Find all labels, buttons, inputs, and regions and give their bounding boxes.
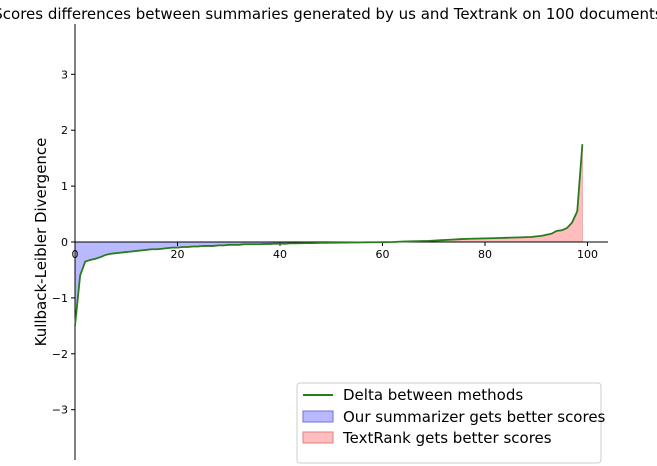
x-tick-label: 60 <box>376 248 390 261</box>
y-tick-label: 0 <box>61 236 68 249</box>
y-tick-label: 3 <box>61 68 68 81</box>
y-axis-label: Kullback-Leibler Divergence <box>32 138 50 347</box>
y-tick-label: −2 <box>52 348 68 361</box>
legend-label-textrank: TextRank gets better scores <box>342 429 552 447</box>
y-tick-label: −3 <box>52 404 68 417</box>
series-lines <box>74 144 584 326</box>
y-ticks: −3 −2 −1 0 1 2 3 <box>52 68 75 417</box>
delta-line <box>74 144 584 326</box>
x-tick-label: 20 <box>171 248 185 261</box>
x-tick-label: 40 <box>273 248 287 261</box>
chart-title: Scores differences between summaries gen… <box>0 5 657 23</box>
x-tick-label: 100 <box>577 248 598 261</box>
y-tick-label: 2 <box>61 124 68 137</box>
legend-label-delta: Delta between methods <box>343 386 523 404</box>
fill-areas <box>74 144 583 326</box>
y-tick-label: 1 <box>61 180 68 193</box>
legend: Delta between methods Our summarizer get… <box>296 382 606 464</box>
legend-label-our-summarizer: Our summarizer gets better scores <box>343 408 606 426</box>
positive-fill-area <box>392 144 583 243</box>
x-tick-label: 80 <box>478 248 492 261</box>
legend-swatch-textrank <box>302 431 334 444</box>
negative-fill-area <box>74 241 393 326</box>
x-ticks: 0 20 40 60 80 100 <box>72 242 598 261</box>
x-tick-label: 0 <box>72 248 79 261</box>
legend-frame <box>296 382 602 464</box>
y-tick-label: −1 <box>52 292 68 305</box>
legend-swatch-our-summarizer <box>302 410 334 423</box>
